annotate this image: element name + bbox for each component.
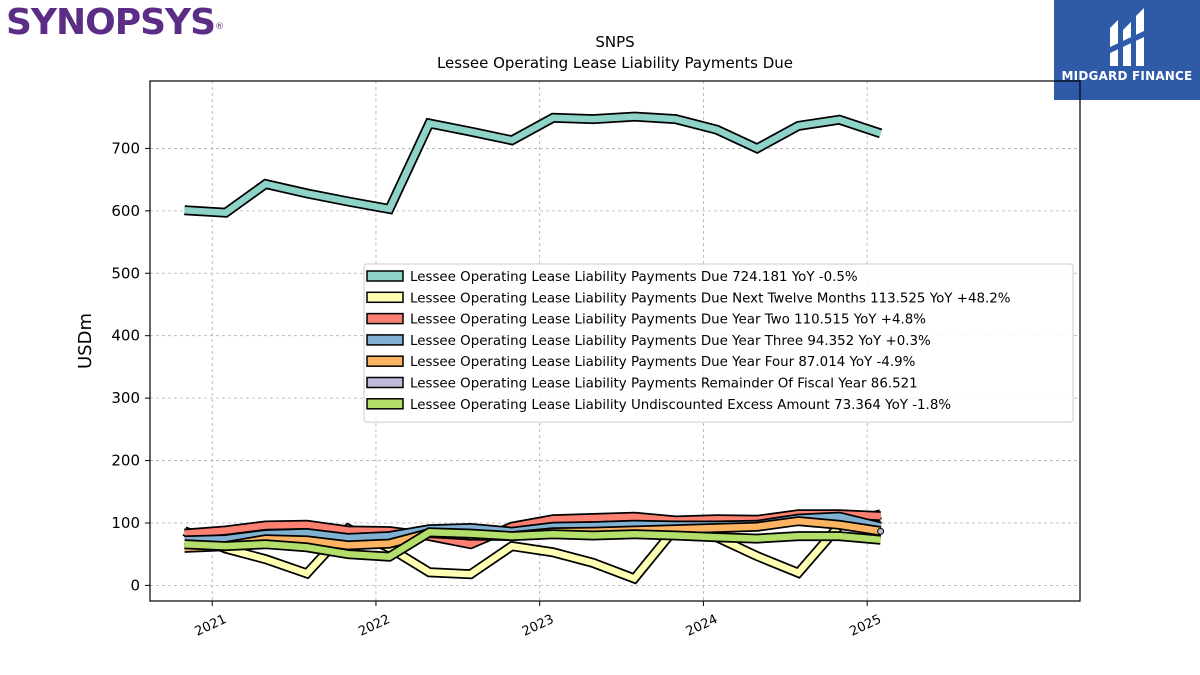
x-tick-label: 2022 xyxy=(356,612,392,640)
plot-frame xyxy=(149,80,1081,602)
y-tick-label: 300 xyxy=(111,389,140,407)
legend: Lessee Operating Lease Liability Payment… xyxy=(363,263,1074,423)
legend-swatch xyxy=(366,312,404,325)
legend-swatch xyxy=(366,355,404,367)
legend-swatch xyxy=(366,291,404,304)
legend-swatch xyxy=(366,334,404,346)
x-tick-label: 2024 xyxy=(684,612,720,640)
synopsys-logo: SYNOPSYS® xyxy=(6,2,224,44)
synopsys-logo-text: SYNOPSYS xyxy=(6,2,216,43)
midgard-mark-icon xyxy=(1108,8,1146,66)
registered-mark: ® xyxy=(215,22,224,32)
y-tick-label: 100 xyxy=(111,514,140,532)
legend-swatch xyxy=(366,270,404,282)
y-tick-label: 0 xyxy=(130,576,140,594)
x-tick-label: 2025 xyxy=(848,612,884,640)
y-axis-label: USDm xyxy=(75,313,96,369)
y-tick-label: 400 xyxy=(111,327,140,345)
x-tick-label: 2023 xyxy=(520,612,556,640)
legend-label: Lessee Operating Lease Liability Undisco… xyxy=(410,398,951,413)
series-layer xyxy=(182,111,885,585)
midgard-finance-logo: MIDGARD FINANCE xyxy=(1054,0,1200,100)
legend-label: Lessee Operating Lease Liability Payment… xyxy=(410,334,931,349)
legend-label: Lessee Operating Lease Liability Payment… xyxy=(410,313,926,328)
legend-label: Lessee Operating Lease Liability Payment… xyxy=(410,291,1010,306)
legend-label: Lessee Operating Lease Liability Payment… xyxy=(410,270,858,285)
midgard-logo-text: MIDGARD FINANCE xyxy=(1061,69,1193,83)
chart-title: SNPS xyxy=(595,33,634,51)
series-line xyxy=(183,511,882,583)
x-tick-label: 2021 xyxy=(193,612,229,640)
legend-label: Lessee Operating Lease Liability Payment… xyxy=(410,377,918,392)
legend-swatch xyxy=(366,398,404,410)
series-point xyxy=(877,527,885,535)
legend-label: Lessee Operating Lease Liability Payment… xyxy=(410,355,915,370)
y-tick-label: 200 xyxy=(111,452,140,470)
series-line xyxy=(184,529,881,561)
y-tick-label: 600 xyxy=(111,202,140,220)
series-line xyxy=(184,113,882,217)
y-tick-label: 500 xyxy=(111,264,140,282)
legend-box xyxy=(363,263,1074,423)
legend-swatch xyxy=(366,376,404,389)
chart-subtitle: Lessee Operating Lease Liability Payment… xyxy=(437,54,793,72)
y-tick-label: 700 xyxy=(111,139,140,157)
